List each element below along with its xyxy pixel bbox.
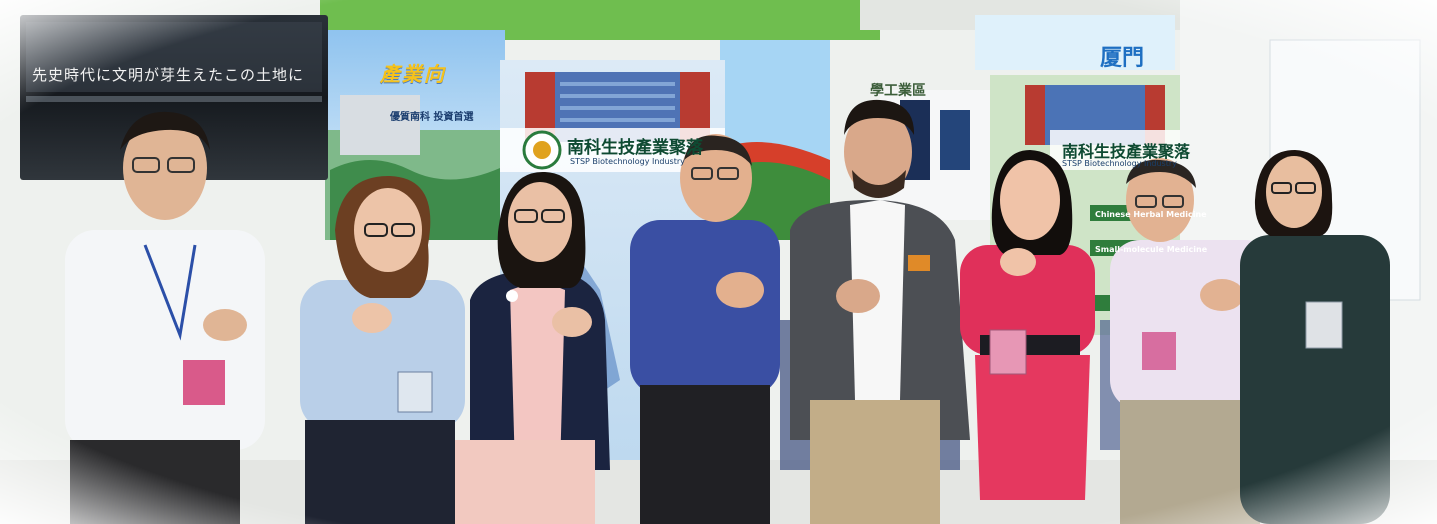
expo-group-photo: 先史時代に文明が芽生えたこの土地に 產業向 優質南科 投資首選 南科生技產業聚落… (0, 0, 1437, 524)
group-of-people (0, 0, 1437, 524)
